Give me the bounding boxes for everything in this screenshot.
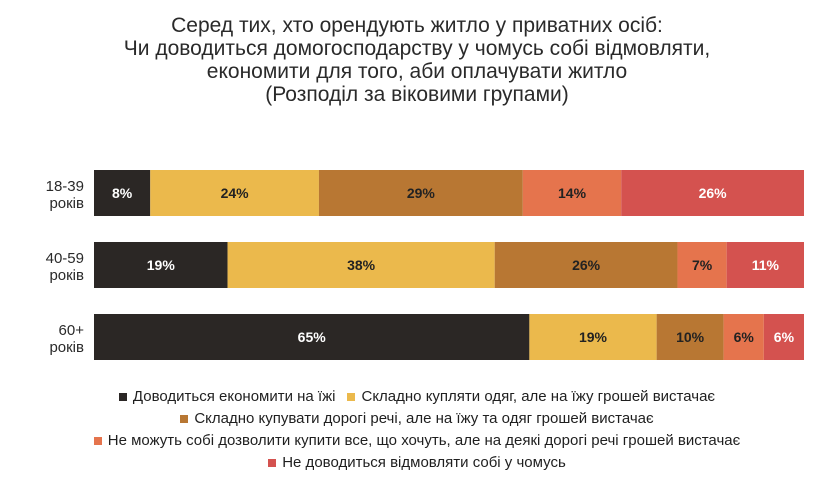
legend-swatch [180,414,189,423]
bar-segment [656,314,724,360]
data-label: 14% [558,185,587,201]
bar-segment [94,242,228,288]
title-line: Серед тих, хто орендують житло у приватн… [171,14,663,37]
bar-segment [677,242,727,288]
category-label-line: років [49,339,84,356]
legend-item: Доводиться економити на їжі [118,388,336,405]
legend-row: Доводиться економити на їжі Складно купл… [0,388,834,405]
bar-segment [227,242,495,288]
data-label: 6% [774,329,795,345]
bar-segment [529,314,657,360]
data-label: 8% [112,185,133,201]
data-label: 11% [752,257,780,273]
data-label: 29% [407,185,436,201]
legend-item: Складно купувати дорогі речі, але на їжу… [180,410,654,427]
data-label: 26% [572,257,601,273]
legend-label: Доводиться економити на їжі [132,388,336,405]
bar-segment [94,170,151,216]
data-label: 6% [734,329,755,345]
category-label-line: 18-39 [46,178,84,195]
legend-swatch [268,458,277,467]
data-label: 24% [221,185,250,201]
title-line: Чи доводиться домогосподарству у чомусь … [123,37,711,60]
legend-item: Не доводиться відмовляти собі у чомусь [268,454,566,471]
legend-item: Не можуть собі дозволити купити все, що … [93,432,741,449]
category-label: 60+ років [49,322,84,356]
data-label: 65% [298,329,327,345]
bar-segment [522,170,622,216]
title-line: (Розподіл за віковими групами) [265,83,569,106]
bar-segment [318,170,523,216]
bar-segment [621,170,804,216]
bar-segment [723,314,764,360]
data-label: 10% [676,329,705,345]
data-label: 38% [347,257,376,273]
data-label: 26% [699,185,728,201]
data-label: 7% [692,257,713,273]
bar-segment [726,242,804,288]
bar-segment [94,314,530,360]
category-label: 18-39 років [46,178,84,212]
legend-item: Складно купляти одяг, але на їжу грошей … [347,388,715,405]
legend-label: Не доводиться відмовляти собі у чомусь [282,454,566,471]
category-label-line: років [49,195,84,212]
chart-title: Серед тих, хто орендують житло у приватн… [0,14,834,106]
category-label-line: років [49,267,84,284]
category-label-line: 40-59 [46,250,84,267]
legend-row: Складно купувати дорогі речі, але на їжу… [0,410,834,427]
bar-segment [150,170,319,216]
legend-row: Не доводиться відмовляти собі у чомусь [0,454,834,471]
data-label: 19% [147,257,176,273]
legend-label: Складно купувати дорогі речі, але на їжу… [194,410,654,427]
bar-segment [494,242,678,288]
category-label: 40-59 років [46,250,84,284]
data-label: 19% [579,329,608,345]
category-label-line: 60+ [59,322,85,339]
legend-label: Не можуть собі дозволити купити все, що … [107,432,741,449]
legend-row: Не можуть собі дозволити купити все, що … [0,432,834,449]
legend-swatch [118,392,127,401]
bar-segment [763,314,804,360]
title-line: економити для того, аби оплачувати житло [206,60,628,83]
legend-swatch [93,436,102,445]
legend-swatch [347,392,356,401]
legend-label: Складно купляти одяг, але на їжу грошей … [361,388,716,405]
